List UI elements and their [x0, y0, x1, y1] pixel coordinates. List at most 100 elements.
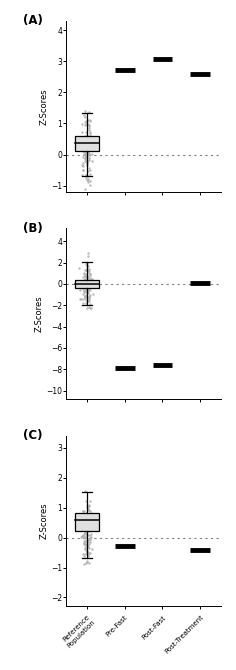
- Point: [84, 145, 87, 156]
- Point: [82, 514, 86, 525]
- Point: [86, 171, 90, 182]
- Point: [86, 551, 90, 561]
- Point: [80, 140, 84, 151]
- Point: [84, 532, 88, 543]
- Point: [85, 157, 89, 168]
- Point: [87, 500, 90, 511]
- Point: [83, 550, 86, 561]
- Point: [83, 275, 87, 285]
- Point: [82, 269, 86, 279]
- Point: [81, 279, 85, 290]
- Point: [82, 278, 86, 289]
- Point: [81, 133, 84, 144]
- Point: [85, 135, 89, 145]
- Point: [87, 539, 91, 549]
- Point: [86, 156, 90, 167]
- Point: [82, 145, 86, 156]
- Point: [88, 273, 92, 284]
- Point: [83, 270, 87, 281]
- Point: [85, 279, 89, 289]
- Point: [86, 119, 90, 130]
- Point: [88, 140, 91, 151]
- Point: [83, 276, 87, 287]
- Point: [80, 119, 84, 129]
- Point: [80, 126, 84, 137]
- Point: [86, 283, 90, 293]
- Y-axis label: Z-Scores: Z-Scores: [39, 502, 48, 539]
- Point: [86, 159, 89, 170]
- Point: [84, 527, 87, 538]
- Point: [81, 530, 85, 541]
- Point: [83, 153, 87, 163]
- Point: [88, 303, 92, 314]
- Point: [89, 273, 93, 284]
- Point: [81, 165, 85, 176]
- Point: [88, 269, 91, 279]
- Point: [86, 149, 90, 160]
- Point: [89, 529, 93, 540]
- Point: [82, 539, 86, 550]
- Point: [84, 557, 88, 568]
- Point: [84, 281, 87, 292]
- Point: [88, 176, 92, 186]
- Point: [85, 143, 89, 153]
- Point: [85, 545, 88, 556]
- Point: [84, 151, 88, 162]
- Point: [88, 285, 92, 295]
- Point: [84, 515, 88, 525]
- Point: [83, 290, 87, 301]
- Point: [82, 279, 86, 290]
- Point: [84, 150, 88, 161]
- Point: [88, 150, 92, 161]
- Point: [87, 124, 91, 135]
- Point: [87, 153, 90, 163]
- Point: [86, 526, 90, 537]
- Point: [89, 531, 93, 542]
- Point: [81, 289, 85, 299]
- Point: [84, 170, 88, 180]
- Point: [84, 147, 88, 158]
- Point: [80, 170, 84, 180]
- Point: [84, 539, 88, 549]
- Point: [86, 281, 90, 291]
- Point: [88, 291, 91, 302]
- Point: [87, 106, 90, 117]
- Point: [82, 110, 86, 121]
- Point: [88, 143, 92, 153]
- Point: [82, 535, 86, 546]
- Point: [83, 540, 87, 551]
- Point: [86, 550, 90, 561]
- Point: [81, 278, 85, 289]
- Point: [83, 519, 87, 530]
- Point: [84, 529, 88, 539]
- Point: [84, 522, 88, 533]
- Point: [87, 152, 91, 163]
- FancyBboxPatch shape: [75, 136, 99, 151]
- Point: [85, 517, 89, 528]
- Point: [86, 174, 90, 185]
- Point: [89, 507, 93, 518]
- Point: [85, 158, 89, 169]
- Point: [82, 529, 86, 540]
- Point: [90, 274, 93, 285]
- Point: [84, 281, 87, 291]
- Point: [83, 147, 86, 157]
- Point: [83, 142, 87, 153]
- Point: [84, 541, 88, 552]
- Point: [86, 149, 89, 159]
- Point: [81, 297, 85, 308]
- Point: [86, 285, 90, 295]
- Point: [85, 286, 88, 297]
- Point: [84, 279, 88, 290]
- Point: [91, 148, 94, 159]
- Point: [89, 511, 93, 522]
- Point: [84, 545, 88, 555]
- Point: [88, 148, 91, 159]
- Point: [84, 290, 88, 301]
- Point: [90, 544, 94, 555]
- Point: [84, 169, 88, 180]
- Point: [85, 285, 89, 295]
- Point: [87, 272, 90, 283]
- Point: [85, 529, 88, 540]
- Point: [81, 293, 85, 304]
